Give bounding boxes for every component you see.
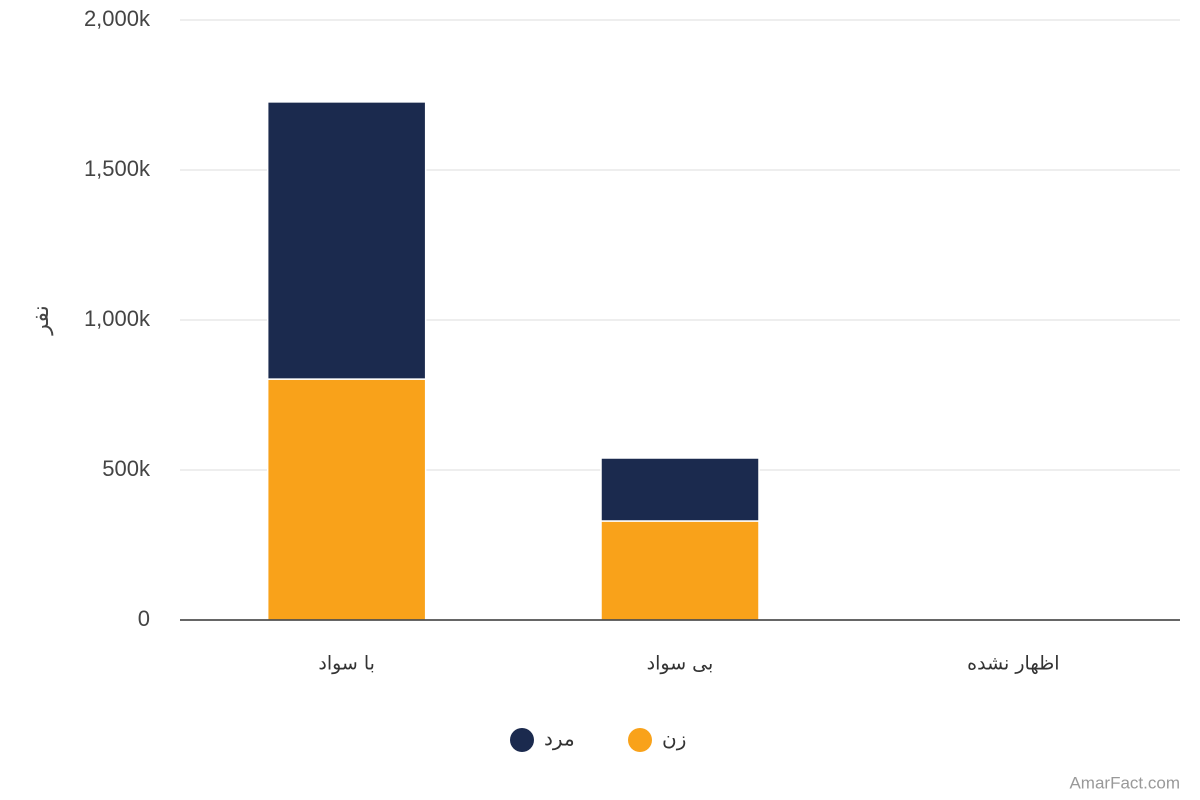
legend-marker (628, 728, 652, 752)
legend-label: زن (662, 727, 686, 751)
x-tick-label: بی سواد (647, 653, 714, 675)
legend-marker (510, 728, 534, 752)
y-tick-label: 2,000k (84, 6, 151, 31)
y-tick-label: 0 (138, 606, 150, 631)
watermark: AmarFact.com (1069, 773, 1180, 792)
y-tick-label: 1,000k (84, 306, 151, 331)
bar-segment (266, 101, 427, 380)
bar-segment (266, 378, 427, 621)
bar-segment (600, 457, 760, 522)
x-tick-label: اظهار نشده (967, 653, 1059, 675)
legend-label: مرد (544, 727, 575, 751)
y-tick-label: 1,500k (84, 156, 151, 181)
y-axis-label: نفر (28, 305, 54, 335)
bar-segment (600, 520, 760, 621)
y-tick-label: 500k (102, 456, 151, 481)
x-tick-label: با سواد (318, 653, 375, 675)
